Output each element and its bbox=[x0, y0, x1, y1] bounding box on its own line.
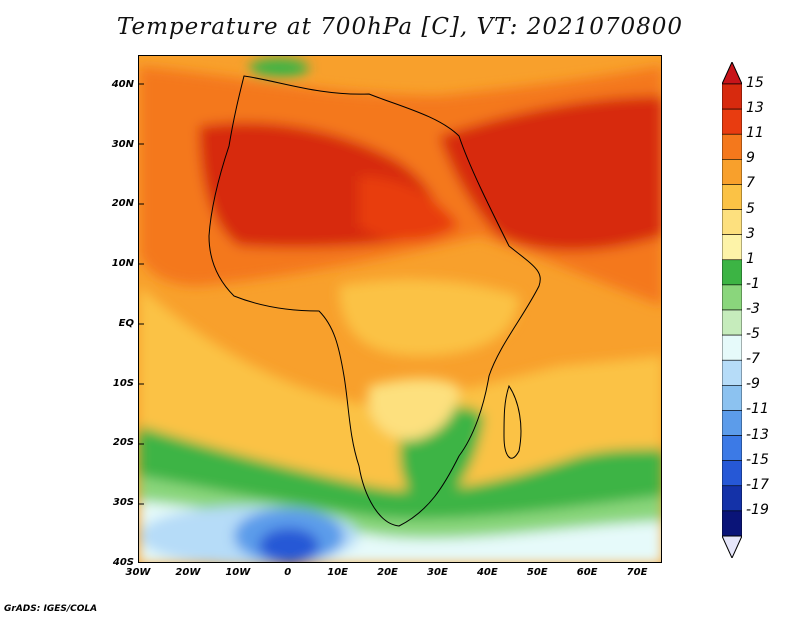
colorbar-label: -7 bbox=[746, 351, 760, 368]
colorbar-swatch bbox=[722, 435, 742, 461]
colorbar-swatch bbox=[722, 259, 742, 286]
colorbar-swatch bbox=[722, 334, 742, 361]
lat-label: 30S bbox=[112, 497, 134, 509]
lat-label: 30N bbox=[111, 138, 134, 150]
lat-label: EQ bbox=[118, 317, 134, 329]
colorbar-swatch bbox=[722, 460, 742, 487]
colorbar-under-triangle bbox=[722, 535, 742, 558]
colorbar-swatch bbox=[722, 133, 742, 160]
lon-label: 10W bbox=[225, 567, 251, 578]
colorbar-swatch bbox=[722, 385, 742, 411]
lon-label: 60E bbox=[576, 567, 598, 578]
colorbar-swatch bbox=[722, 159, 742, 185]
lon-label: 50E bbox=[526, 567, 548, 578]
colorbar-label: -13 bbox=[746, 426, 769, 443]
colorbar-label: 11 bbox=[746, 125, 764, 142]
lat-label: 10N bbox=[111, 258, 134, 270]
coastline bbox=[208, 75, 541, 527]
colorbar-swatch bbox=[722, 485, 742, 512]
colorbar-label: 15 bbox=[746, 75, 764, 91]
colorbar-swatch bbox=[722, 83, 742, 110]
colorbar-label: 5 bbox=[746, 200, 755, 217]
colorbar-swatch bbox=[722, 309, 742, 336]
lon-label: 40E bbox=[476, 567, 498, 578]
lon-label: 20W bbox=[175, 567, 201, 578]
colorbar-swatch bbox=[722, 209, 742, 235]
colorbar-swatch bbox=[722, 510, 742, 537]
credit-label: GrADS: IGES/COLA bbox=[4, 604, 98, 614]
colorbar-label: -17 bbox=[746, 476, 769, 493]
colorbar-label: -19 bbox=[746, 501, 769, 518]
colorbar-label: 1 bbox=[746, 250, 755, 267]
lon-label: 0 bbox=[284, 567, 292, 578]
colorbar-swatch bbox=[722, 359, 742, 386]
lat-label: 40N bbox=[111, 78, 134, 90]
lon-label: 10E bbox=[327, 567, 348, 578]
colorbar-swatch bbox=[722, 284, 742, 311]
colorbar-swatch bbox=[722, 184, 742, 210]
map-plot bbox=[138, 55, 662, 563]
temperature-field bbox=[139, 56, 661, 562]
colorbar-label: -15 bbox=[746, 451, 769, 468]
colorbar-label: -11 bbox=[746, 401, 769, 418]
colorbar-label: -3 bbox=[746, 301, 760, 317]
lat-label: 10S bbox=[112, 377, 134, 389]
colorbar-label: -5 bbox=[746, 326, 760, 343]
frame-ticks bbox=[139, 83, 144, 505]
lon-label: 30W bbox=[125, 567, 151, 578]
colorbar bbox=[722, 62, 742, 558]
colorbar-label: -9 bbox=[746, 376, 760, 393]
colorbar-label: 9 bbox=[746, 150, 755, 167]
colorbar-swatch bbox=[722, 410, 742, 436]
colorbar-label: 13 bbox=[746, 100, 764, 117]
map-title: Temperature at 700hPa [C], VT: 202107080… bbox=[116, 14, 684, 40]
lon-label: 70E bbox=[626, 567, 648, 578]
colorbar-label: -1 bbox=[746, 275, 760, 292]
lat-label: 20N bbox=[111, 198, 134, 210]
colorbar-swatch bbox=[722, 234, 742, 261]
lat-label: 20S bbox=[112, 437, 134, 449]
colorbar-over-triangle bbox=[722, 62, 742, 85]
colorbar-label: 3 bbox=[746, 225, 755, 242]
lat-label: 40S bbox=[112, 557, 134, 568]
colorbar-label: 7 bbox=[746, 175, 755, 192]
lon-label: 20E bbox=[377, 567, 398, 578]
colorbar-swatch bbox=[722, 108, 742, 135]
lon-label: 30E bbox=[427, 567, 448, 578]
